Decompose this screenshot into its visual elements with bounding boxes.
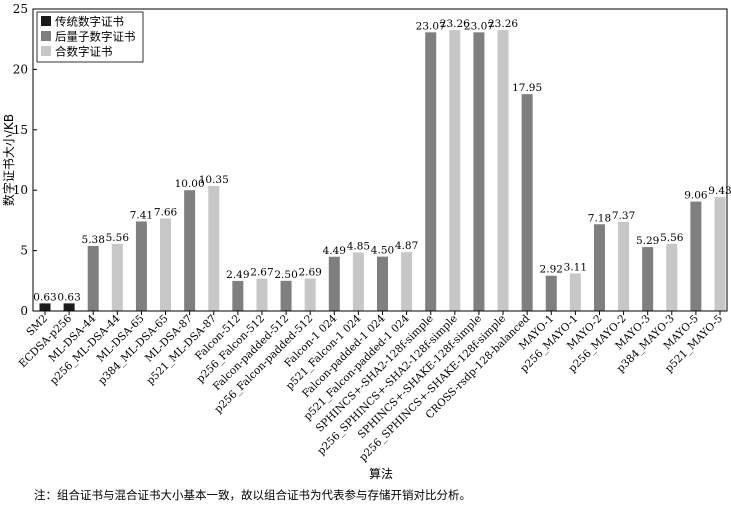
bar — [63, 303, 75, 311]
bar — [160, 218, 172, 311]
plot-frame — [32, 8, 728, 312]
bar-value-label: 5.56 — [660, 232, 684, 244]
bar-value-label: 4.50 — [371, 245, 394, 257]
y-tick-label: 5 — [20, 244, 28, 258]
bar-value-label: 2.50 — [274, 269, 297, 281]
bar — [328, 256, 340, 311]
bar-value-label: 3.11 — [564, 261, 587, 273]
bar-value-label: 9.06 — [684, 190, 708, 202]
bar-value-label: 5.38 — [82, 234, 105, 246]
y-tick-label: 20 — [13, 62, 28, 76]
bar-value-label: 7.66 — [154, 206, 178, 218]
legend-label: 后量子数字证书 — [55, 30, 136, 44]
bar-value-label: 10.35 — [199, 174, 229, 186]
bar-value-label: 7.18 — [588, 212, 611, 224]
bar — [642, 247, 654, 311]
bar — [208, 185, 220, 311]
legend-label: 传统数字证书 — [55, 15, 124, 29]
bar — [377, 256, 388, 311]
legend-swatch — [41, 16, 51, 26]
y-tick-label: 10 — [13, 183, 28, 197]
bar — [714, 197, 726, 311]
y-tick-label: 0 — [20, 304, 28, 318]
y-tick-label: 15 — [13, 123, 28, 137]
bar — [593, 224, 605, 311]
bar-value-label: 23.26 — [488, 18, 518, 30]
bar-value-label: 2.49 — [226, 269, 249, 281]
bar-value-label: 5.56 — [106, 232, 130, 244]
legend-label: 合数字证书 — [55, 45, 113, 59]
bar-value-label: 7.41 — [130, 209, 153, 221]
bar — [39, 303, 51, 311]
bar-value-label: 0.63 — [57, 291, 80, 303]
y-tick-label: 25 — [13, 2, 28, 16]
bar — [545, 275, 557, 311]
bar — [449, 30, 461, 312]
bar-value-label: 17.95 — [512, 82, 542, 94]
legend-swatch — [41, 31, 51, 41]
x-axis-title: 算法 — [369, 466, 393, 481]
bar-value-label: 7.37 — [612, 210, 635, 222]
bar — [304, 278, 316, 311]
bar — [666, 243, 678, 311]
bar-value-label: 4.49 — [323, 245, 346, 257]
bar — [497, 30, 509, 312]
y-axis-title: 数字证书大小/KB — [1, 114, 16, 206]
bar — [280, 280, 292, 311]
bar — [690, 201, 702, 311]
bar — [618, 221, 630, 311]
bar — [232, 280, 244, 311]
bar — [425, 32, 437, 312]
bar — [569, 273, 581, 311]
bar-value-label: 4.87 — [395, 240, 418, 252]
bar-value-label: 23.26 — [440, 18, 470, 30]
bar — [184, 190, 196, 311]
x-axis: SM2ECDSA-p256ML-DSA-44p256_ML-DSA-44ML-D… — [17, 311, 725, 464]
bar — [87, 246, 99, 311]
bar-value-label: 2.92 — [540, 264, 563, 276]
bar-value-label: 2.69 — [298, 267, 321, 279]
bar-value-label: 23.07 — [416, 20, 446, 32]
bar-value-label: 23.07 — [464, 20, 494, 32]
bar — [521, 94, 533, 311]
bar-value-label: 0.63 — [33, 291, 56, 303]
bar — [111, 243, 123, 311]
bar-value-label: 4.85 — [347, 240, 370, 252]
bar-value-label: 9.43 — [708, 185, 731, 197]
y-axis: 0 5 10 15 20 25 — [13, 2, 37, 318]
legend-box — [36, 11, 144, 63]
bar-value-label: 5.29 — [636, 235, 659, 247]
bar — [135, 221, 147, 311]
bar — [473, 32, 485, 312]
legend-swatch — [41, 46, 51, 56]
bar — [256, 278, 268, 311]
bar-value-label: 2.67 — [250, 267, 273, 279]
bar-value-label: 10.00 — [175, 178, 205, 190]
bar — [352, 252, 364, 311]
bars-group — [39, 30, 726, 312]
footnote: 注：组合证书与混合证书大小基本一致，故以组合证书为代表参与存储开销对比分析。 — [34, 488, 471, 502]
bar — [401, 252, 413, 311]
